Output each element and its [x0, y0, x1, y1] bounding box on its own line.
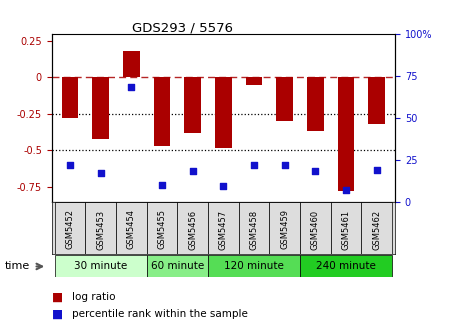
Bar — [154, 77, 171, 146]
Point — [281, 162, 288, 167]
Text: time: time — [4, 261, 30, 271]
Bar — [55, 255, 147, 277]
Text: GSM5457: GSM5457 — [219, 209, 228, 250]
Point — [251, 162, 258, 167]
Text: GSM5452: GSM5452 — [66, 209, 75, 249]
Bar — [208, 202, 239, 254]
Text: GSM5459: GSM5459 — [280, 209, 289, 249]
Bar — [85, 202, 116, 254]
Text: 120 minute: 120 minute — [224, 261, 284, 271]
Bar — [368, 77, 385, 124]
Bar — [215, 77, 232, 148]
Text: ■: ■ — [52, 291, 63, 304]
Bar — [307, 77, 324, 131]
Bar — [361, 202, 392, 254]
Bar — [177, 202, 208, 254]
Point — [128, 85, 135, 90]
Text: GSM5453: GSM5453 — [96, 209, 105, 250]
Bar — [300, 255, 392, 277]
Text: GSM5454: GSM5454 — [127, 209, 136, 249]
Bar — [276, 77, 293, 121]
Point — [220, 184, 227, 189]
Bar — [184, 77, 201, 133]
Bar — [116, 202, 147, 254]
Text: percentile rank within the sample: percentile rank within the sample — [72, 309, 248, 319]
Text: GSM5460: GSM5460 — [311, 209, 320, 250]
Text: 30 minute: 30 minute — [74, 261, 128, 271]
Bar — [55, 202, 85, 254]
Bar — [147, 202, 177, 254]
Bar — [300, 202, 331, 254]
Bar — [147, 255, 208, 277]
Text: GSM5458: GSM5458 — [250, 209, 259, 250]
Text: GSM5456: GSM5456 — [188, 209, 197, 250]
Bar — [331, 202, 361, 254]
Text: GSM5455: GSM5455 — [158, 209, 167, 249]
Point — [343, 187, 350, 193]
Text: 60 minute: 60 minute — [151, 261, 204, 271]
Bar — [246, 77, 263, 85]
Text: GSM5461: GSM5461 — [342, 209, 351, 250]
Bar — [92, 77, 109, 139]
Bar — [62, 77, 79, 118]
Point — [97, 170, 104, 176]
Text: 240 minute: 240 minute — [316, 261, 376, 271]
Point — [158, 182, 166, 187]
Text: GDS293 / 5576: GDS293 / 5576 — [132, 22, 233, 35]
Bar — [269, 202, 300, 254]
Point — [189, 169, 196, 174]
Bar — [239, 202, 269, 254]
Point — [312, 169, 319, 174]
Bar — [338, 77, 354, 192]
Bar — [208, 255, 300, 277]
Point — [66, 162, 74, 167]
Text: ■: ■ — [52, 308, 63, 321]
Text: GSM5462: GSM5462 — [372, 209, 381, 250]
Bar — [123, 51, 140, 77]
Point — [373, 167, 380, 172]
Text: log ratio: log ratio — [72, 292, 115, 302]
